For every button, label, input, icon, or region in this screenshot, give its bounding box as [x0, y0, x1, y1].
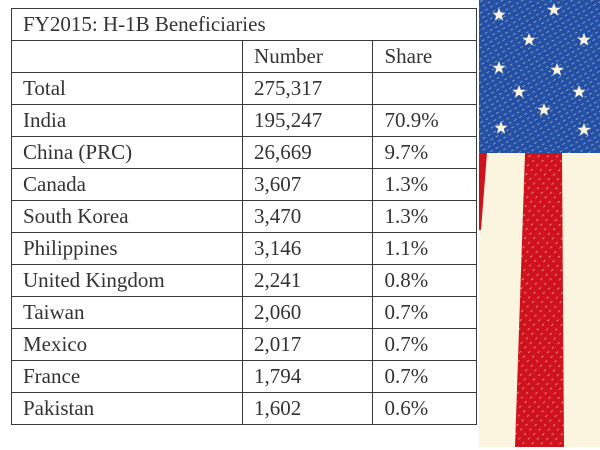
table-row: India 195,247 70.9% [10, 104, 477, 137]
table-row: Pakistan 1,602 0.6% [10, 392, 477, 425]
cell-number: 2,241 [242, 264, 374, 297]
cell-country: France [10, 360, 244, 393]
cell-share [372, 72, 477, 105]
table-row: Taiwan 2,060 0.7% [10, 296, 477, 329]
cell-share: 0.7% [372, 296, 477, 329]
table-header-row: Number Share [10, 40, 477, 73]
cell-country: South Korea [10, 200, 244, 233]
cell-country: Pakistan [10, 392, 244, 425]
cell-country: Taiwan [10, 296, 244, 329]
header-country [10, 40, 244, 73]
table-row: Total 275,317 [10, 72, 477, 105]
table-title: FY2015: H-1B Beneficiaries [11, 8, 477, 41]
cell-number: 3,470 [242, 200, 374, 233]
cell-number: 26,669 [242, 136, 374, 169]
table-row: China (PRC) 26,669 9.7% [10, 136, 477, 169]
cell-country: China (PRC) [10, 136, 244, 169]
cell-country: Total [10, 72, 244, 105]
table-row: Philippines 3,146 1.1% [10, 232, 477, 265]
table-row: South Korea 3,470 1.3% [10, 200, 477, 233]
cell-share: 0.8% [372, 264, 477, 297]
cell-number: 195,247 [242, 104, 374, 137]
header-share: Share [372, 40, 477, 73]
cell-country: Mexico [10, 328, 244, 361]
cell-number: 1,794 [242, 360, 374, 393]
cell-share: 9.7% [372, 136, 477, 169]
table-row: Canada 3,607 1.3% [10, 168, 477, 201]
table-row: Mexico 2,017 0.7% [10, 328, 477, 361]
us-flag-image [479, 0, 600, 447]
cell-country: United Kingdom [10, 264, 244, 297]
flag-stripe-left [479, 153, 487, 230]
table-title-row: FY2015: H-1B Beneficiaries [11, 8, 477, 41]
cell-number: 275,317 [242, 72, 374, 105]
cell-number: 3,607 [242, 168, 374, 201]
cell-share: 0.7% [372, 328, 477, 361]
table-row: France 1,794 0.7% [10, 360, 477, 393]
cell-number: 1,602 [242, 392, 374, 425]
cell-share: 1.1% [372, 232, 477, 265]
cell-share: 0.7% [372, 360, 477, 393]
cell-share: 70.9% [372, 104, 477, 137]
cell-share: 0.6% [372, 392, 477, 425]
cell-share: 1.3% [372, 200, 477, 233]
table-row: United Kingdom 2,241 0.8% [10, 264, 477, 297]
header-number: Number [242, 40, 374, 73]
cell-number: 2,017 [242, 328, 374, 361]
cell-number: 2,060 [242, 296, 374, 329]
cell-country: Philippines [10, 232, 244, 265]
cell-country: India [10, 104, 244, 137]
cell-share: 1.3% [372, 168, 477, 201]
h1b-beneficiaries-table: FY2015: H-1B Beneficiaries Number Share … [10, 8, 477, 425]
cell-number: 3,146 [242, 232, 374, 265]
cell-country: Canada [10, 168, 244, 201]
